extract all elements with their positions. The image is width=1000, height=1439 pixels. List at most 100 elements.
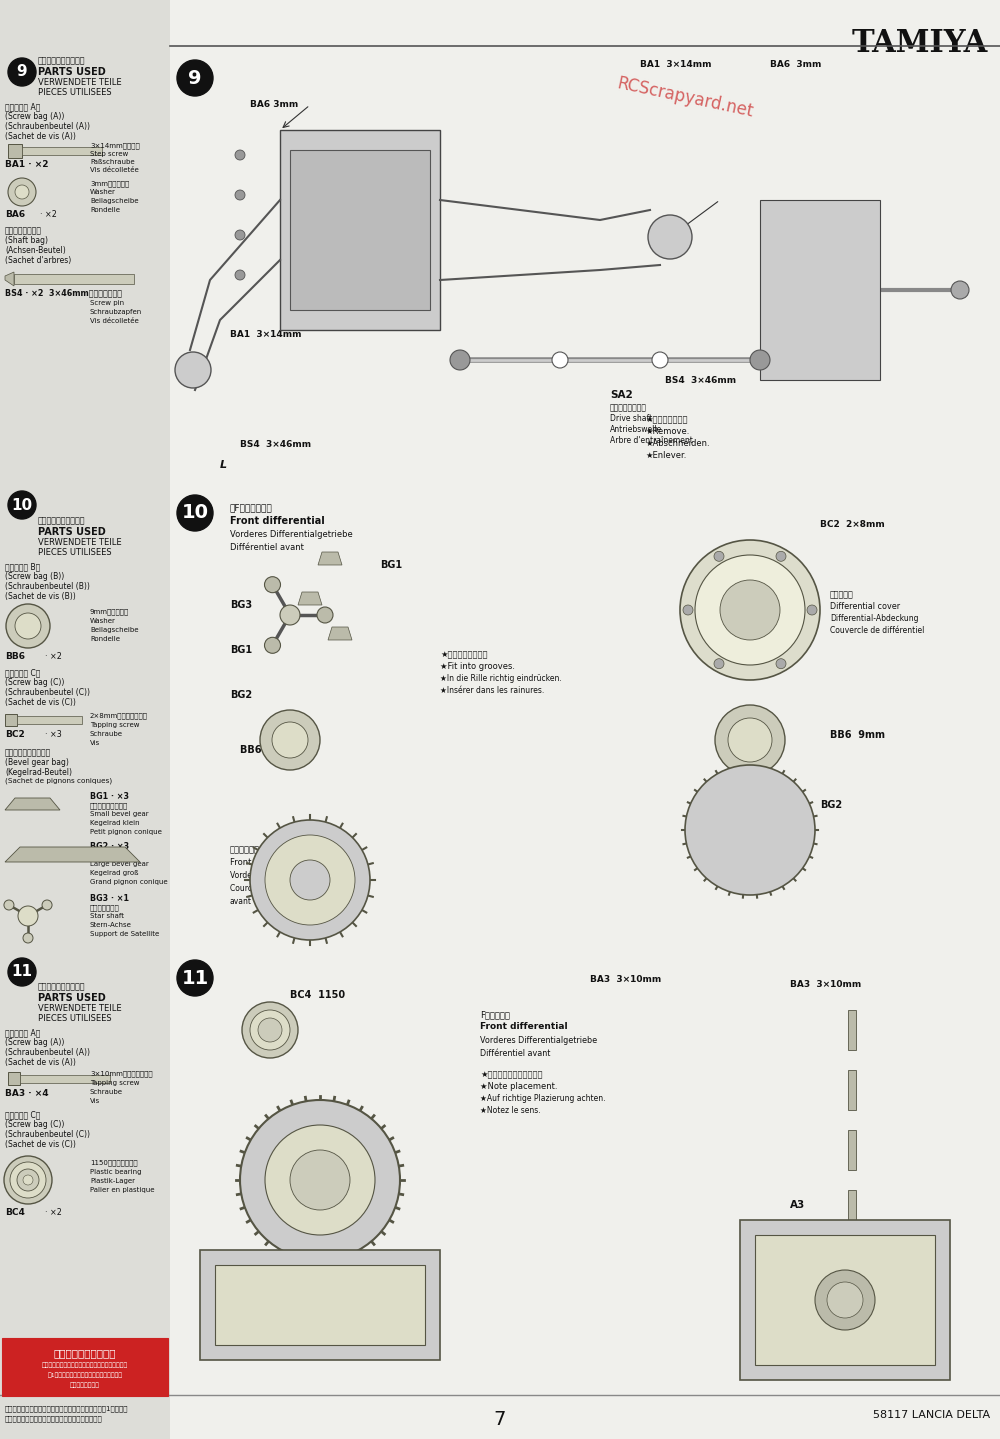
Circle shape [264,577,280,593]
Bar [170,489,1000,960]
Text: ★Enlever.: ★Enlever. [645,450,686,460]
Text: PARTS USED: PARTS USED [38,68,106,78]
Text: Tapping screw: Tapping screw [90,1081,140,1086]
Text: Small bevel gear: Small bevel gear [90,812,149,817]
Text: (Schraubenbeutel (A)): (Schraubenbeutel (A)) [5,1048,90,1058]
Text: Vorderes Differentialgetriebe: Vorderes Differentialgetriebe [480,1036,597,1045]
Bar [200,1250,440,1360]
Text: Grand pignon conique: Grand pignon conique [90,879,168,885]
Text: ★Fit into grooves.: ★Fit into grooves. [440,662,515,671]
Text: BS4  3×46mm: BS4 3×46mm [665,376,736,386]
Text: (Schraubenbeutel (A)): (Schraubenbeutel (A)) [5,122,90,131]
Text: Palier en plastique: Palier en plastique [90,1187,154,1193]
Text: SA2: SA2 [610,390,633,400]
Text: BA6  3mm: BA6 3mm [770,60,821,69]
Text: ★Insérer dans les rainures.: ★Insérer dans les rainures. [440,686,544,695]
Text: BB6  9mm: BB6 9mm [240,745,295,755]
Text: 9mmワッシャー: 9mmワッシャー [90,609,129,614]
Bar [280,130,440,330]
Text: (Kegelrad-Beutel): (Kegelrad-Beutel) [5,768,72,777]
Text: BG3: BG3 [230,600,252,610]
Bar [740,1220,950,1380]
Circle shape [685,766,815,895]
Polygon shape [5,848,140,862]
Text: Fデフギヤー: Fデフギヤー [480,1010,510,1019]
Text: 3×10mmタッピングビス: 3×10mmタッピングビス [90,1071,153,1076]
Circle shape [23,932,33,943]
Circle shape [258,1017,282,1042]
Text: (Sachet de vis (B)): (Sachet de vis (B)) [5,591,76,602]
Text: BA1  3×14mm: BA1 3×14mm [640,60,712,69]
Text: BG1: BG1 [380,560,402,570]
Circle shape [15,186,29,199]
Text: BC4  1150: BC4 1150 [290,990,345,1000]
Text: (Screw bag (C)): (Screw bag (C)) [5,1120,64,1130]
Text: VERWENDETE TEILE: VERWENDETE TEILE [38,538,122,547]
Circle shape [265,835,355,925]
Text: ★みぞに入れます。: ★みぞに入れます。 [440,650,488,659]
Circle shape [18,907,38,927]
Text: R: R [870,305,879,315]
Text: (Screw bag (A)): (Screw bag (A)) [5,1038,64,1048]
Text: Vis décolletée: Vis décolletée [90,167,139,173]
Text: ★In die Rille richtig eindrücken.: ★In die Rille richtig eindrücken. [440,673,562,684]
Text: Front differential: Front differential [230,517,325,527]
Circle shape [280,604,300,625]
Text: Schraube: Schraube [90,731,123,737]
Text: BA6 3mm: BA6 3mm [250,99,298,109]
Text: ★向きに注意して下さい。: ★向きに注意して下さい。 [480,1071,542,1079]
Text: タミヤの総合カタログ: タミヤの総合カタログ [54,1348,116,1358]
Bar [22,147,102,155]
Text: タミヤの全製品を正しく解説した総合カタログは年に1度刊行。: タミヤの全製品を正しく解説した総合カタログは年に1度刊行。 [5,1404,128,1412]
Text: 10: 10 [182,504,208,522]
Text: ★Note placement.: ★Note placement. [480,1082,558,1091]
Text: 〈使用する小物金具〉: 〈使用する小物金具〉 [38,981,86,991]
Circle shape [552,353,568,368]
Bar [0,0,170,1439]
Text: Differential-Abdeckung: Differential-Abdeckung [830,614,918,623]
Bar [17,717,82,724]
Text: PARTS USED: PARTS USED [38,993,106,1003]
Text: Différentiel avant: Différentiel avant [480,1049,550,1058]
Circle shape [17,1168,39,1191]
Polygon shape [298,591,322,604]
Bar [760,200,880,380]
Circle shape [10,1163,46,1199]
Text: avant: avant [230,896,252,907]
Text: タミヤの全製品を正しく解説した総合カタログは年: タミヤの全製品を正しく解説した総合カタログは年 [42,1361,128,1367]
Text: ★Auf richtige Plazierung achten.: ★Auf richtige Plazierung achten. [480,1094,606,1104]
Circle shape [8,58,36,86]
Text: ★Remove.: ★Remove. [645,427,689,436]
Text: デフカバー: デフカバー [830,590,854,599]
Text: 3mmワッシャー: 3mmワッシャー [90,180,129,187]
Bar [290,150,430,309]
Circle shape [317,607,333,623]
Circle shape [4,1156,52,1204]
Bar [170,960,1000,1390]
Text: Kegelrad groß: Kegelrad groß [90,871,138,876]
Text: 〈使用する小物金具〉: 〈使用する小物金具〉 [38,517,86,525]
Circle shape [6,604,50,648]
Text: (Sachet de vis (A)): (Sachet de vis (A)) [5,1058,76,1066]
Text: BC2: BC2 [5,730,25,740]
Text: (Schraubenbeutel (C)): (Schraubenbeutel (C)) [5,1130,90,1140]
Text: ★Notez le sens.: ★Notez le sens. [480,1107,541,1115]
Text: ドライブシャフト: ドライブシャフト [610,403,647,412]
Bar [14,273,134,283]
Text: Vis décolletée: Vis décolletée [90,318,139,324]
Text: · ×2: · ×2 [45,1207,62,1217]
Text: ご注文ください。: ご注文ください。 [70,1381,100,1387]
Text: (Sachet de vis (C)): (Sachet de vis (C)) [5,698,76,707]
Circle shape [8,491,36,519]
Text: Beilagscheibe: Beilagscheibe [90,199,138,204]
Text: Rondelle: Rondelle [90,207,120,213]
Circle shape [260,709,320,770]
Text: Plastik-Lager: Plastik-Lager [90,1179,135,1184]
Text: (Sachet de vis (A)): (Sachet de vis (A)) [5,132,76,141]
Circle shape [240,1099,400,1261]
Text: (Sachet de pignons coniques): (Sachet de pignons coniques) [5,778,112,784]
Text: Vorderes Differentialgetriebe: Vorderes Differentialgetriebe [230,530,353,540]
Text: (Schraubenbeutel (B)): (Schraubenbeutel (B)) [5,581,90,591]
Text: （シャフト袋詰）: （シャフト袋詰） [5,226,42,235]
Text: 9: 9 [17,65,27,79]
